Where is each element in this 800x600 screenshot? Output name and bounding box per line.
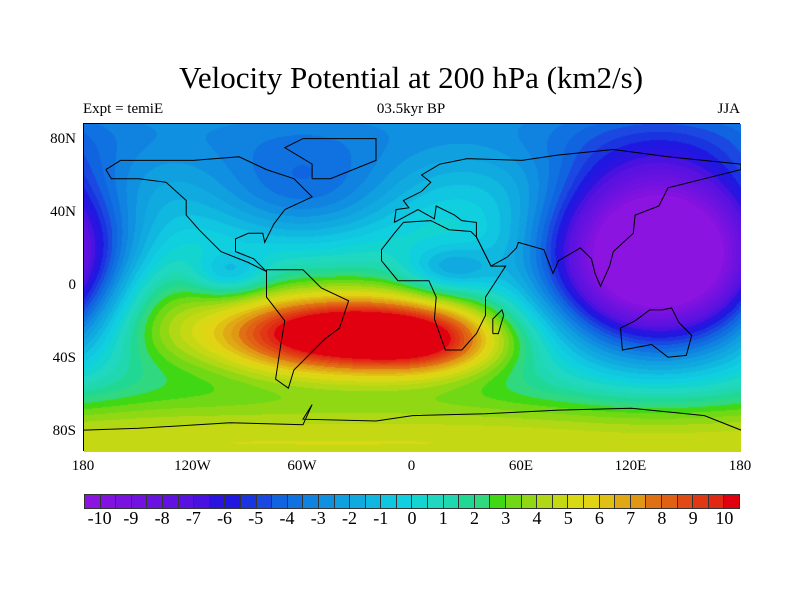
coastline-eurasia xyxy=(393,148,741,288)
lon-tick-label: 180 xyxy=(728,458,752,474)
lat-tick-label: 80N xyxy=(50,131,76,148)
colorbar-box xyxy=(506,495,522,508)
colorbar-label: 9 xyxy=(688,508,698,528)
plot-title: Velocity Potential at 200 hPa (km2/s) xyxy=(178,60,644,95)
colorbar-box xyxy=(85,495,101,508)
colorbar-box xyxy=(646,495,662,508)
colorbar-box xyxy=(521,495,538,508)
colorbar-label: -6 xyxy=(217,508,233,528)
colorbar-box xyxy=(490,495,507,508)
colorbar-box xyxy=(599,495,616,508)
colorbar-box xyxy=(615,495,631,508)
colorbar-box xyxy=(225,495,241,508)
colorbar-label: 1 xyxy=(438,508,448,528)
colorbar-box xyxy=(661,495,678,508)
colorbar-box xyxy=(396,495,413,508)
colorbar-label: 4 xyxy=(532,508,542,528)
lon-tick-label: 60W xyxy=(287,458,317,474)
colorbar-label: -1 xyxy=(373,508,389,528)
colorbar-box xyxy=(693,495,709,508)
colorbar-label: 5 xyxy=(563,508,573,528)
colorbar-box xyxy=(256,495,273,508)
coastline-antarctica xyxy=(84,404,741,431)
season-label: JJA xyxy=(717,101,740,117)
lon-tick-label: 120W xyxy=(174,458,211,474)
colorbar-label: -7 xyxy=(185,508,201,528)
colorbar-box xyxy=(162,495,179,508)
colorbar-box xyxy=(428,495,444,508)
colorbar-label: 10 xyxy=(715,508,734,528)
coastline-australia xyxy=(620,307,693,358)
colorbar-label: 3 xyxy=(501,508,511,528)
colorbar-label: 6 xyxy=(594,508,604,528)
colorbar-label: 8 xyxy=(657,508,667,528)
colorbar-box xyxy=(116,495,132,508)
colorbar-box xyxy=(443,495,460,508)
colorbar-box xyxy=(272,495,288,508)
colorbar-box xyxy=(147,495,163,508)
colorbar-label: -10 xyxy=(87,508,112,528)
colorbar-box xyxy=(131,495,148,508)
velocity-potential-field xyxy=(84,124,741,452)
colorbar-label: -2 xyxy=(342,508,358,528)
lat-tick-label: 0 xyxy=(68,277,77,293)
colorbar-label: -3 xyxy=(310,508,326,528)
colorbar-box xyxy=(459,495,475,508)
colorbar-box xyxy=(552,495,569,508)
colorbar-label: 7 xyxy=(626,508,636,528)
colorbar-box xyxy=(584,495,600,508)
colorbar-box xyxy=(334,495,351,508)
colorbar-label: -8 xyxy=(154,508,170,528)
colorbar-label: -5 xyxy=(248,508,264,528)
lon-tick-label: 60E xyxy=(508,458,534,474)
lat-tick-label: 80S xyxy=(52,422,76,439)
colorbar-label: 0 xyxy=(407,508,417,528)
colorbar-box xyxy=(568,495,584,508)
colorbar-box xyxy=(287,495,304,508)
colorbar-box xyxy=(724,495,739,508)
colorbar-box xyxy=(318,495,335,508)
colorbar-box xyxy=(100,495,117,508)
colorbar-box xyxy=(194,495,210,508)
lat-tick-label: 40N xyxy=(50,204,76,221)
map-panel xyxy=(83,123,741,452)
coastline-madagascar xyxy=(492,308,505,335)
lon-tick-label: 120E xyxy=(614,458,647,474)
coastline-north-america xyxy=(105,156,313,273)
lat-tick-label: 40S xyxy=(52,349,76,366)
colorbar-box xyxy=(412,495,429,508)
colorbar-box xyxy=(474,495,491,508)
colorbar-box xyxy=(677,495,694,508)
colorbar-box xyxy=(209,495,226,508)
colorbar xyxy=(84,494,740,509)
colorbar-box xyxy=(178,495,195,508)
coastline-greenland xyxy=(283,138,377,180)
lon-tick-label: 0 xyxy=(407,458,416,474)
colorbar-box xyxy=(240,495,257,508)
coastlines xyxy=(84,138,741,431)
colorbar-box xyxy=(303,495,319,508)
period-label: 03.5kyr BP xyxy=(376,101,446,117)
coastline-africa xyxy=(381,220,507,351)
coastline-south-america xyxy=(266,269,350,390)
colorbar-box xyxy=(630,495,647,508)
experiment-label: Expt = temiE xyxy=(83,101,164,117)
colorbar-label: -4 xyxy=(279,508,295,528)
colorbar-box xyxy=(708,495,725,508)
colorbar-box xyxy=(537,495,553,508)
colorbar-label: 2 xyxy=(469,508,479,528)
colorbar-label: -9 xyxy=(123,508,139,528)
colorbar-box xyxy=(381,495,397,508)
colorbar-box xyxy=(365,495,382,508)
colorbar-box xyxy=(350,495,366,508)
lon-tick-label: 180 xyxy=(71,458,95,474)
